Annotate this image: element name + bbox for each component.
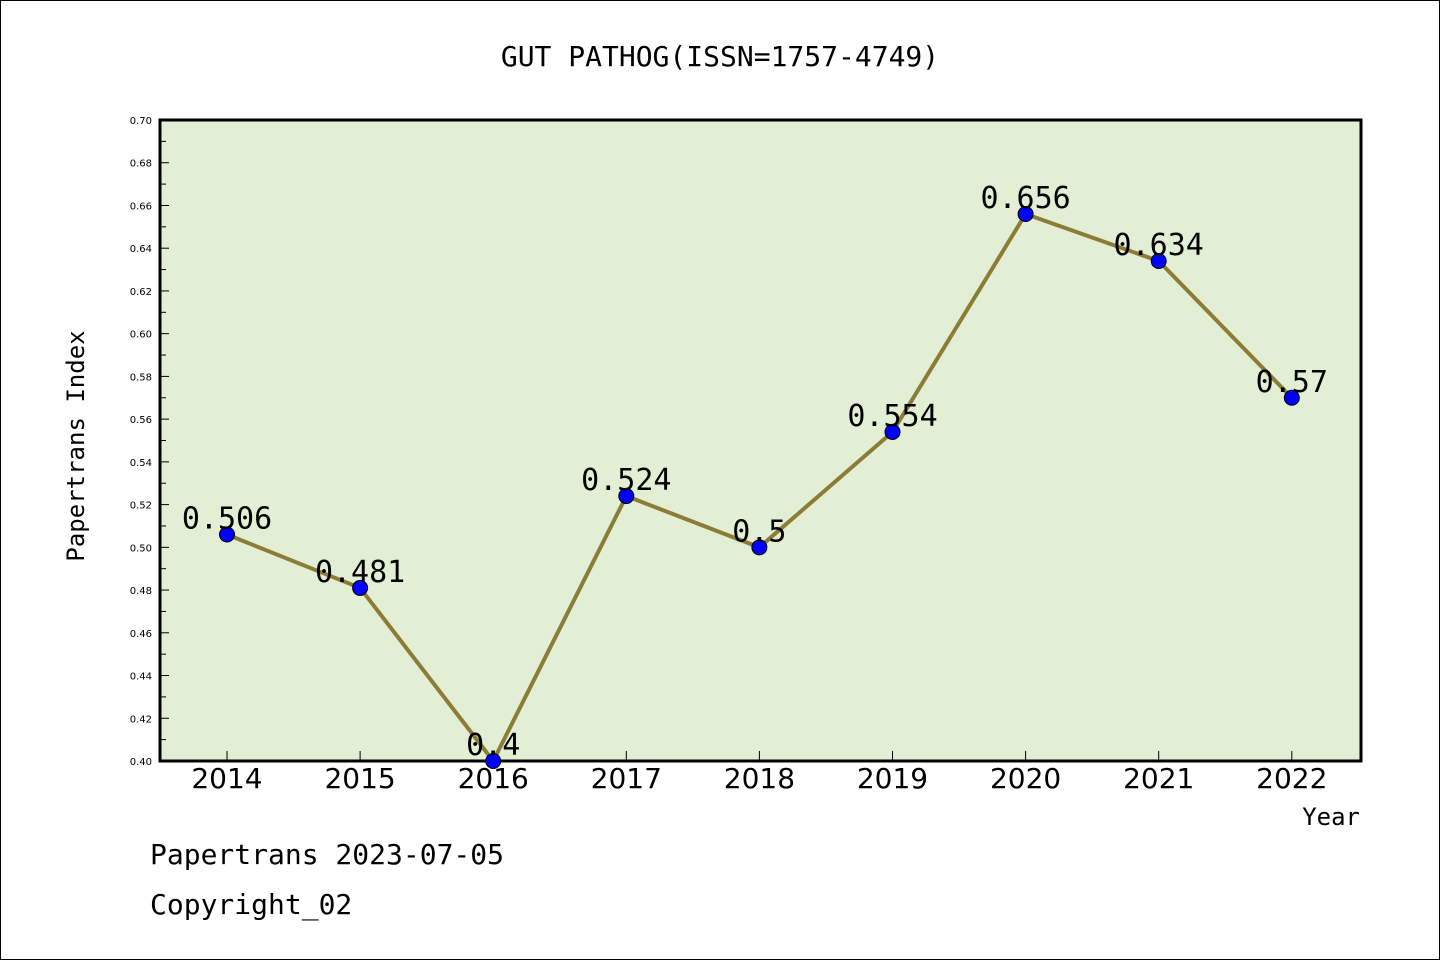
y-tick-label: 0.52 <box>130 501 152 512</box>
y-tick-label: 0.44 <box>130 672 152 683</box>
x-tick-label: 2017 <box>591 762 662 795</box>
y-tick-label: 0.46 <box>130 629 152 640</box>
plot-area <box>160 120 1361 761</box>
x-tick-label: 2019 <box>857 762 928 795</box>
y-tick-label: 0.66 <box>130 201 152 212</box>
x-tick-label: 2022 <box>1256 762 1327 795</box>
x-tick-label: 2018 <box>724 762 795 795</box>
data-label: 0.524 <box>581 463 671 498</box>
y-tick-label: 0.40 <box>130 757 152 768</box>
data-label: 0.5 <box>732 514 786 549</box>
x-tick-label: 2021 <box>1123 762 1194 795</box>
chart-title: GUT PATHOG(ISSN=1757-4749) <box>501 40 939 73</box>
y-tick-label: 0.50 <box>130 543 152 554</box>
footer-date: Papertrans 2023-07-05 <box>150 838 504 871</box>
data-label: 0.481 <box>315 555 405 590</box>
data-label: 0.57 <box>1256 365 1328 400</box>
data-label: 0.554 <box>847 399 937 434</box>
x-tick-label: 2014 <box>191 762 262 795</box>
x-tick-label: 2015 <box>324 762 395 795</box>
y-tick-label: 0.68 <box>130 159 152 170</box>
data-label: 0.634 <box>1114 228 1204 263</box>
y-tick-label: 0.42 <box>130 714 152 725</box>
line-chart: GUT PATHOG(ISSN=1757-4749) 0.40 0.42 0.44 0… <box>0 0 1440 960</box>
y-tick-label: 0.64 <box>130 244 152 255</box>
data-label: 0.656 <box>980 181 1070 216</box>
y-tick-label: 0.60 <box>130 330 152 341</box>
footer-copyright: Copyright_02 <box>150 888 352 922</box>
y-tick-label: 0.58 <box>130 372 152 383</box>
y-tick-label: 0.56 <box>130 415 152 426</box>
y-tick-label: 0.54 <box>130 458 152 469</box>
y-axis-label: Papertrans Index <box>62 330 90 561</box>
y-tick-label: 0.62 <box>130 287 152 298</box>
y-tick-label: 0.70 <box>130 116 152 127</box>
data-label: 0.4 <box>466 728 520 763</box>
x-axis-label: Year <box>1302 803 1360 831</box>
data-label: 0.506 <box>182 502 272 537</box>
y-tick-label: 0.48 <box>130 586 152 597</box>
x-tick-label: 2020 <box>990 762 1061 795</box>
